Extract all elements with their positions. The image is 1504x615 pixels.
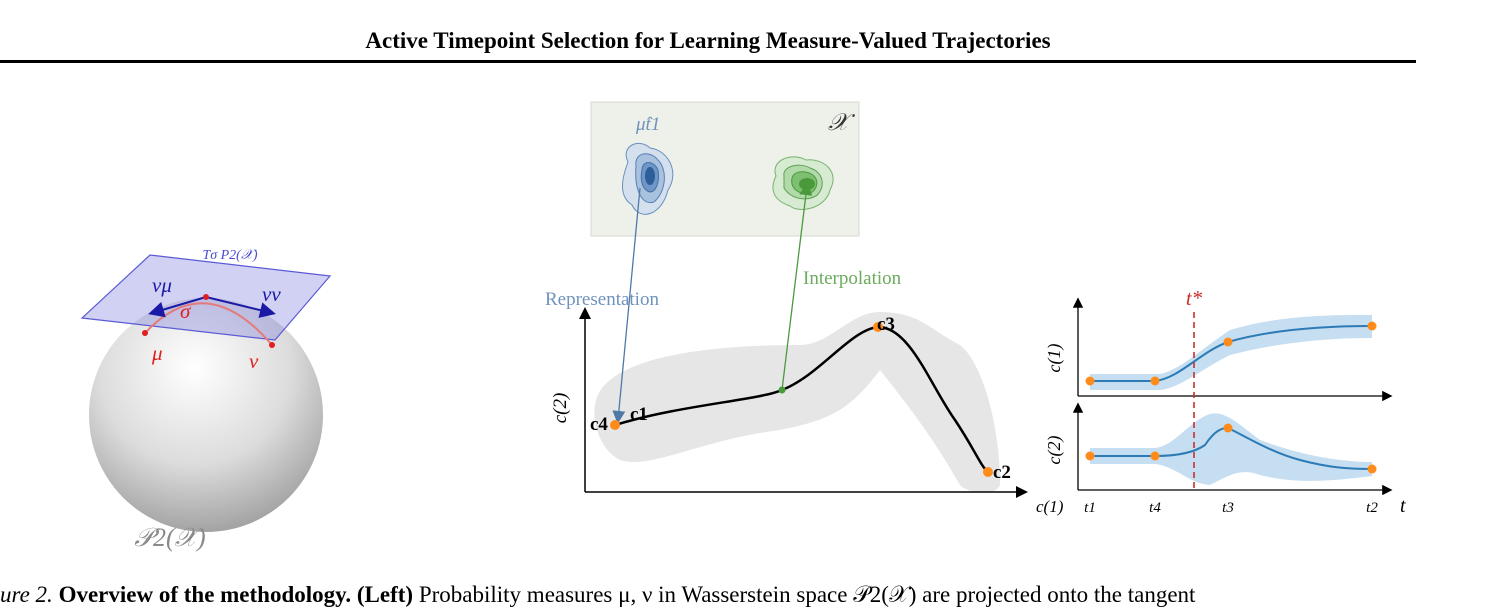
header-rule [0,60,1416,63]
tick-t4: t4 [1149,500,1161,516]
middle-panel: μ̂t1 𝒳 c(2) Representation Interpolation… [545,101,1028,498]
page-title: Active Timepoint Selection for Learning … [365,28,1051,53]
top-point-t3 [1223,337,1233,347]
nu-label: ν [249,349,259,373]
bottom-point-t2 [1367,464,1377,474]
top-y-label: c(1) [1044,344,1065,373]
tick-t2: t2 [1366,500,1378,516]
latent-uncertainty-band [594,312,1000,493]
interpolation-arrow [781,182,813,391]
tick-t1: t1 [1084,500,1096,516]
interpolation-point [778,386,786,394]
blue-density [622,143,674,215]
mu-point [142,330,148,336]
point-c4-label: c4 [590,414,608,435]
inset-mu-hat-label: μ̂t1 [635,114,660,135]
green-density [772,156,834,210]
point-c4 [610,420,620,430]
t-star-label: t* [1186,286,1203,310]
methodology-figure: Tσ P2(𝒳) vμ vν σ μ ν 𝒫2(𝒳) μ̂t1 𝒳 c(2) [80,101,1406,552]
mu-label: μ [151,341,163,365]
top-point-t4 [1150,376,1160,386]
top-confidence-band [1090,315,1372,390]
point-c3-label: c3 [877,314,895,335]
latent-trajectory [614,325,989,473]
v-mu-label: vμ [152,273,172,297]
interpolation-label: Interpolation [803,268,902,289]
top-point-t2 [1367,321,1377,331]
representation-arrow [612,187,641,424]
right-panel: c(1) c(2) t* c(1) t1 t4 t3 t2 t [1036,286,1406,517]
caption-text: Probability measures μ, ν in Wasserstein… [418,582,1196,607]
wasserstein-sphere [89,298,323,532]
bottom-confidence-band [1090,413,1372,485]
sigma-label: σ [180,299,192,323]
tangent-space-label: Tσ P2(𝒳) [202,248,257,263]
sigma-point [203,294,209,300]
caption-bold-title: Overview of the methodology. [58,582,352,607]
latent-y-label: c(2) [550,393,571,424]
bottom-left-c1-label: c(1) [1036,497,1064,516]
point-c2-label: c2 [993,462,1011,483]
representation-label: Representation [545,289,659,310]
top-point-t1 [1085,376,1095,386]
bottom-point-t4 [1150,451,1160,461]
caption-figure-label: ure 2. [0,582,53,607]
v-nu-label: vν [262,282,281,306]
caption-left-tag: (Left) [356,582,414,607]
wasserstein-space-label: 𝒫2(𝒳) [134,523,205,552]
geodesic-curve [144,302,273,346]
point-c1-label: c1 [630,404,648,425]
v-mu-arrow [148,296,207,318]
v-nu-arrow [205,296,276,318]
left-panel: Tσ P2(𝒳) vμ vν σ μ ν 𝒫2(𝒳) [80,248,332,552]
bottom-point-t3 [1223,423,1233,433]
point-c3 [873,322,883,332]
point-c2 [983,467,993,477]
bottom-point-t1 [1085,451,1095,461]
figure-caption: ure 2. Overview of the methodology. (Lef… [0,578,1504,612]
tick-t3: t3 [1222,500,1234,516]
nu-point [269,342,275,348]
time-axis-label: t [1400,495,1406,517]
bottom-y-label: c(2) [1044,436,1065,465]
